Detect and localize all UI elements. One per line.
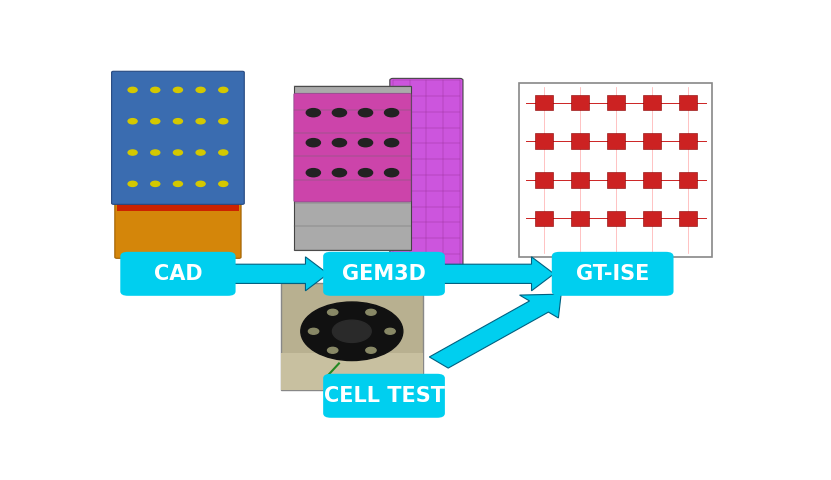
FancyBboxPatch shape	[552, 252, 673, 296]
Circle shape	[174, 150, 183, 155]
Circle shape	[196, 150, 205, 155]
Circle shape	[385, 108, 399, 117]
Circle shape	[332, 108, 347, 117]
Bar	[679, 95, 697, 110]
Bar	[679, 211, 697, 226]
FancyBboxPatch shape	[120, 252, 235, 296]
Circle shape	[219, 119, 228, 124]
Circle shape	[174, 181, 183, 186]
Circle shape	[307, 139, 321, 147]
Bar	[607, 211, 625, 226]
Circle shape	[366, 309, 376, 315]
Circle shape	[358, 168, 372, 177]
Circle shape	[150, 181, 160, 186]
Text: GT-ISE: GT-ISE	[576, 264, 649, 284]
Circle shape	[385, 328, 396, 334]
Bar	[607, 172, 625, 188]
FancyBboxPatch shape	[323, 374, 445, 418]
Circle shape	[327, 348, 338, 353]
Circle shape	[332, 139, 347, 147]
Circle shape	[385, 168, 399, 177]
Circle shape	[332, 168, 347, 177]
Bar	[571, 133, 588, 149]
Circle shape	[219, 87, 228, 93]
Circle shape	[128, 119, 137, 124]
Circle shape	[307, 168, 321, 177]
Circle shape	[307, 108, 321, 117]
Bar	[571, 211, 588, 226]
Polygon shape	[440, 257, 554, 291]
Bar	[643, 133, 661, 149]
Circle shape	[150, 119, 160, 124]
Circle shape	[385, 139, 399, 147]
Bar	[535, 172, 553, 188]
Bar	[535, 95, 553, 110]
Circle shape	[128, 181, 137, 186]
Circle shape	[301, 302, 403, 360]
Circle shape	[219, 181, 228, 186]
FancyBboxPatch shape	[294, 86, 411, 250]
Bar	[535, 133, 553, 149]
Circle shape	[366, 348, 376, 353]
Text: CAD: CAD	[154, 264, 202, 284]
Circle shape	[332, 320, 371, 342]
FancyBboxPatch shape	[294, 93, 411, 202]
Bar	[571, 172, 588, 188]
Bar	[643, 95, 661, 110]
FancyBboxPatch shape	[111, 71, 244, 204]
Circle shape	[327, 309, 338, 315]
FancyBboxPatch shape	[323, 252, 445, 296]
FancyBboxPatch shape	[390, 78, 463, 272]
Bar	[607, 95, 625, 110]
Bar	[116, 201, 239, 211]
Bar	[281, 353, 423, 390]
Bar	[607, 133, 625, 149]
Text: GEM3D: GEM3D	[342, 264, 426, 284]
Circle shape	[219, 150, 228, 155]
Bar	[535, 211, 553, 226]
Circle shape	[308, 328, 319, 334]
Circle shape	[174, 87, 183, 93]
Bar	[571, 95, 588, 110]
Circle shape	[128, 87, 137, 93]
Circle shape	[128, 150, 137, 155]
Circle shape	[196, 181, 205, 186]
Circle shape	[150, 150, 160, 155]
Bar	[643, 211, 661, 226]
Circle shape	[358, 139, 372, 147]
Circle shape	[150, 87, 160, 93]
Polygon shape	[430, 294, 561, 368]
Bar	[643, 172, 661, 188]
Circle shape	[196, 87, 205, 93]
Circle shape	[174, 119, 183, 124]
Circle shape	[196, 119, 205, 124]
FancyBboxPatch shape	[281, 283, 423, 390]
Bar	[679, 172, 697, 188]
Polygon shape	[234, 257, 328, 291]
Circle shape	[358, 108, 372, 117]
FancyBboxPatch shape	[519, 84, 712, 257]
Bar	[679, 133, 697, 149]
Text: CELL TEST: CELL TEST	[323, 386, 445, 406]
FancyBboxPatch shape	[115, 199, 241, 258]
